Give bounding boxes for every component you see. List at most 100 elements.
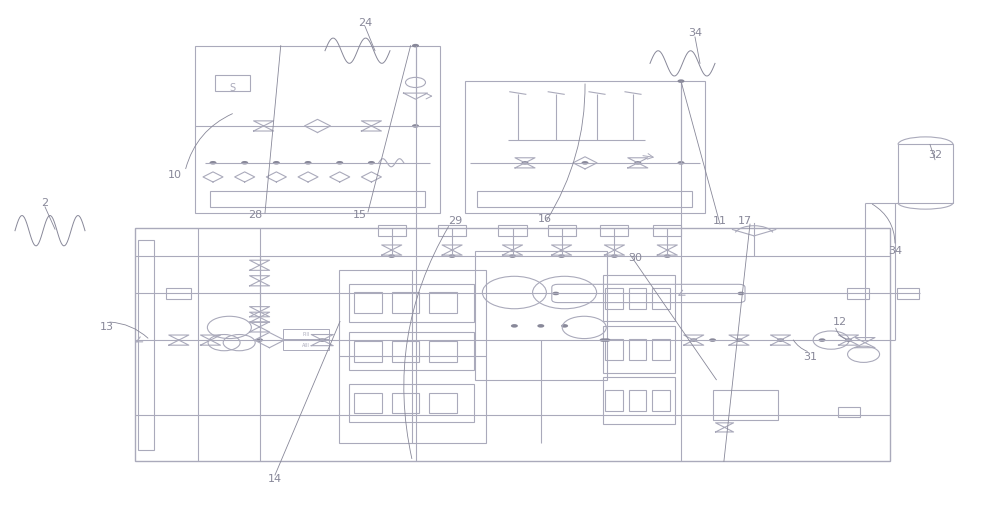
Text: 17: 17	[738, 215, 752, 226]
Circle shape	[412, 124, 419, 128]
Bar	[378, 225, 406, 236]
Bar	[605, 390, 623, 411]
Circle shape	[449, 255, 456, 258]
Bar	[603, 326, 675, 373]
Text: AIII: AIII	[302, 343, 310, 348]
Circle shape	[664, 255, 671, 258]
Circle shape	[558, 255, 565, 258]
Bar	[605, 339, 623, 360]
Circle shape	[634, 161, 641, 165]
Bar	[135, 228, 890, 461]
Circle shape	[509, 255, 516, 258]
Text: 11: 11	[713, 215, 727, 226]
Bar	[629, 287, 646, 309]
Text: 16: 16	[538, 214, 552, 224]
Circle shape	[273, 161, 280, 165]
Text: PIII: PIII	[302, 332, 310, 337]
Circle shape	[690, 338, 697, 342]
Bar	[283, 329, 329, 339]
Bar	[283, 340, 329, 350]
Circle shape	[709, 338, 716, 342]
Text: 34: 34	[688, 28, 702, 38]
Bar	[603, 275, 675, 321]
Circle shape	[561, 324, 568, 328]
Circle shape	[600, 338, 607, 342]
Bar	[465, 81, 705, 213]
Bar	[438, 225, 466, 236]
Bar	[429, 293, 457, 313]
Circle shape	[256, 338, 263, 342]
Bar	[392, 341, 419, 361]
Bar	[349, 332, 474, 370]
Circle shape	[388, 255, 395, 258]
Bar	[652, 287, 670, 309]
Bar	[354, 392, 382, 414]
Circle shape	[736, 338, 743, 342]
Circle shape	[611, 255, 618, 258]
Text: 10: 10	[168, 170, 182, 180]
Bar	[713, 390, 778, 420]
Bar	[498, 225, 526, 236]
Circle shape	[210, 161, 216, 165]
Text: 31: 31	[803, 352, 817, 363]
Bar	[429, 392, 457, 414]
Bar	[210, 191, 425, 207]
Circle shape	[537, 324, 544, 328]
Circle shape	[819, 338, 826, 342]
Circle shape	[603, 338, 610, 342]
Bar	[605, 287, 623, 309]
Bar	[354, 341, 382, 361]
Bar	[652, 390, 670, 411]
Text: 14: 14	[268, 474, 282, 484]
Circle shape	[319, 338, 326, 342]
Bar	[629, 339, 646, 360]
Circle shape	[552, 292, 559, 295]
Bar	[897, 288, 919, 299]
Bar	[548, 225, 576, 236]
Bar	[847, 288, 869, 299]
Bar	[477, 191, 692, 207]
Bar	[392, 392, 419, 414]
Bar	[354, 293, 382, 313]
Text: S: S	[229, 83, 235, 93]
Text: 28: 28	[248, 210, 262, 221]
Bar	[392, 293, 419, 313]
Circle shape	[412, 44, 419, 48]
Text: 34: 34	[888, 246, 902, 256]
Bar	[138, 240, 154, 450]
Bar	[629, 390, 646, 411]
Circle shape	[336, 161, 343, 165]
Circle shape	[582, 161, 588, 165]
Bar	[653, 225, 681, 236]
Text: 32: 32	[928, 150, 942, 160]
Bar	[898, 144, 953, 203]
Text: 15: 15	[353, 210, 367, 221]
Bar	[475, 251, 607, 380]
Text: 2: 2	[41, 198, 49, 208]
Circle shape	[777, 338, 784, 342]
Bar	[600, 225, 628, 236]
Text: 24: 24	[358, 18, 372, 28]
Text: 12: 12	[833, 317, 847, 327]
Bar	[652, 339, 670, 360]
Circle shape	[522, 161, 528, 165]
Circle shape	[678, 80, 684, 83]
Bar	[215, 75, 250, 91]
Circle shape	[845, 338, 852, 342]
Bar	[166, 288, 191, 299]
Circle shape	[368, 161, 375, 165]
Bar	[349, 284, 474, 322]
Bar	[838, 407, 860, 417]
Bar	[339, 270, 486, 443]
Circle shape	[241, 161, 248, 165]
Circle shape	[305, 161, 312, 165]
Text: 29: 29	[448, 215, 462, 226]
Text: 13: 13	[100, 322, 114, 332]
Bar	[195, 46, 440, 213]
Circle shape	[738, 292, 745, 295]
Bar	[429, 341, 457, 361]
Bar	[603, 377, 675, 424]
Text: 30: 30	[628, 252, 642, 263]
Circle shape	[678, 161, 684, 165]
Bar	[349, 384, 474, 422]
